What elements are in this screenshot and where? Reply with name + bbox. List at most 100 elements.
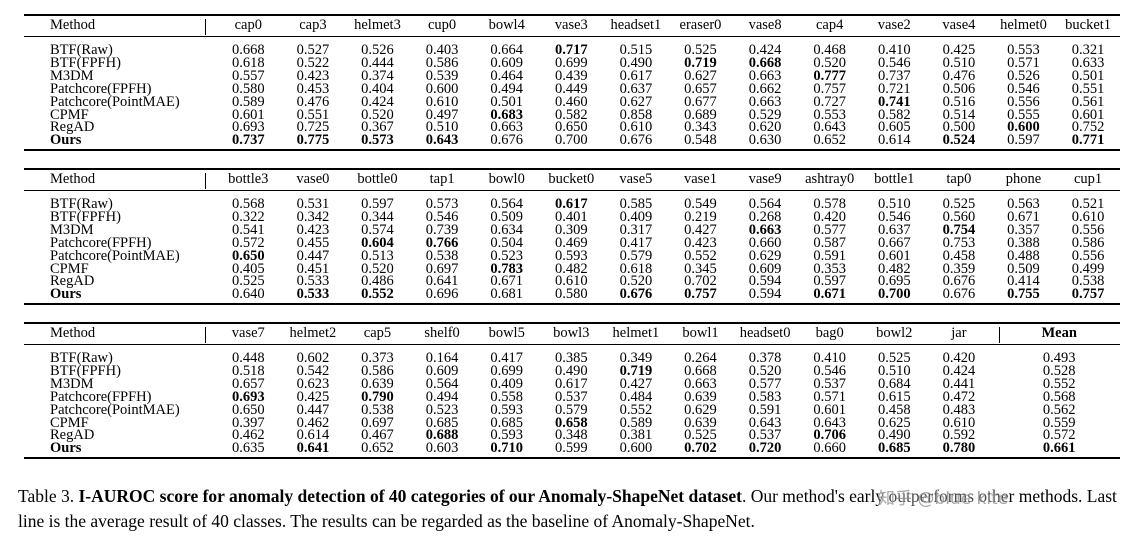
score-cell: 0.634: [490, 221, 523, 238]
score-cell: 0.737: [877, 67, 911, 84]
top-rule: [24, 168, 1120, 170]
score-cell: 0.533: [296, 286, 330, 303]
score-cell: 0.520: [748, 362, 782, 379]
score-cell: 0.556: [1007, 93, 1040, 110]
score-cell: 0.600: [619, 440, 653, 457]
score-cell: 0.317: [619, 221, 653, 238]
column-header: headset0: [739, 325, 791, 341]
score-cell: 0.582: [554, 106, 588, 123]
column-header: vase7: [231, 325, 265, 341]
score-cell: 0.458: [877, 401, 911, 418]
table-caption: Table 3. I-AUROC score for anomaly detec…: [18, 484, 1138, 534]
score-cell: 0.602: [296, 350, 330, 366]
score-cell: 0.685: [877, 440, 911, 457]
score-cell: 0.783: [490, 260, 523, 277]
score-cell: 0.268: [748, 208, 782, 225]
score-cell: 0.520: [619, 273, 653, 290]
score-cell: 0.697: [361, 414, 394, 431]
method-name: M3DM: [50, 67, 94, 84]
score-cell: 0.597: [361, 196, 394, 212]
column-header: vase2: [877, 17, 911, 33]
score-cell: 0.685: [425, 414, 459, 431]
score-cell: 0.552: [619, 401, 653, 418]
score-cell: 0.643: [813, 414, 846, 431]
score-cell: 0.609: [748, 260, 782, 277]
score-cell: 0.683: [490, 106, 523, 123]
score-cell: 0.676: [942, 273, 976, 290]
score-cell: 0.513: [361, 247, 394, 264]
score-cell: 0.601: [877, 247, 911, 264]
score-cell: 0.573: [425, 196, 459, 212]
score-cell: 0.640: [231, 286, 265, 303]
score-cell: 0.344: [361, 208, 394, 225]
score-cell: 0.546: [877, 208, 911, 225]
score-cell: 0.397: [231, 414, 265, 431]
score-cell: 0.586: [425, 54, 459, 71]
score-cell: 0.780: [942, 440, 976, 457]
score-cell: 0.164: [425, 350, 459, 366]
column-header: vase1: [683, 171, 717, 187]
score-cell: 0.668: [684, 362, 717, 379]
bottom-rule: [24, 149, 1120, 152]
score-cell: 0.449: [554, 80, 588, 97]
score-cell: 0.553: [813, 106, 846, 123]
score-cell: 0.548: [684, 132, 717, 149]
score-cell: 0.578: [813, 196, 846, 212]
score-cell: 0.685: [490, 414, 523, 431]
score-cell: 0.520: [361, 106, 394, 123]
column-separator: [205, 173, 206, 189]
score-cell: 0.423: [296, 67, 330, 84]
table-row: Patchcore(FPFH) 0.580 0.453 0.404 0.600 0.494…: [24, 80, 1120, 97]
table-block-3: Method vase7 helmet2 cap5 shelf0 bowl5 bowl3 he…: [24, 322, 1120, 472]
method-name: RegAD: [50, 273, 95, 290]
score-cell: 0.500: [942, 119, 976, 136]
top-rule: [24, 322, 1120, 324]
score-cell: 0.467: [361, 427, 394, 444]
table-row: BTF(FPFH) 0.618 0.522 0.444 0.586 0.609 0.699 0…: [24, 54, 1120, 71]
top-rule: [24, 14, 1120, 16]
column-separator: [205, 327, 206, 343]
score-cell: 0.349: [619, 350, 653, 366]
table-row: BTF(FPFH) 0.518 0.542 0.586 0.609 0.699 0.490 0…: [24, 362, 1120, 379]
score-cell: 0.609: [490, 54, 523, 71]
score-cell: 0.601: [231, 106, 265, 123]
score-cell: 0.546: [877, 54, 911, 71]
score-cell: 0.637: [619, 80, 653, 97]
score-cell: 0.521: [1071, 196, 1105, 212]
column-header: bottle1: [874, 171, 915, 187]
score-cell: 0.737: [231, 132, 265, 149]
score-cell: 0.409: [490, 375, 523, 392]
score-cell: 0.410: [877, 42, 911, 58]
table-block-2: Method bottle3 vase0 bottle0 tap1 bowl0 bucket…: [24, 168, 1120, 318]
score-cell: 0.699: [490, 362, 523, 379]
score-cell: 0.660: [748, 234, 782, 251]
score-cell: 0.618: [619, 260, 653, 277]
score-cell: 0.342: [296, 208, 330, 225]
method-name: Patchcore(PointMAE): [50, 401, 180, 418]
score-cell: 0.551: [296, 106, 330, 123]
score-cell: 0.401: [554, 208, 588, 225]
score-cell: 0.741: [877, 93, 911, 110]
table-row: Patchcore(FPFH) 0.572 0.455 0.604 0.766 0.504…: [24, 234, 1120, 251]
score-cell: 0.476: [942, 67, 976, 84]
score-cell: 0.541: [231, 221, 265, 238]
score-cell: 0.777: [813, 67, 846, 84]
score-cell: 0.641: [425, 273, 459, 290]
score-cell: 0.663: [684, 375, 717, 392]
score-cell: 0.617: [619, 67, 653, 84]
score-cell: 0.525: [942, 196, 976, 212]
score-cell: 0.515: [619, 42, 653, 58]
column-header: bottle3: [228, 171, 269, 187]
score-cell: 0.663: [748, 93, 782, 110]
score-cell: 0.775: [296, 132, 330, 149]
mean-cell: 0.568: [1042, 388, 1076, 405]
score-cell: 0.357: [1007, 221, 1040, 238]
score-cell: 0.617: [554, 196, 588, 212]
method-name: RegAD: [50, 119, 95, 136]
score-cell: 0.635: [231, 440, 265, 457]
column-header: bowl2: [876, 325, 913, 341]
score-cell: 0.322: [231, 208, 265, 225]
score-cell: 0.754: [942, 221, 976, 238]
score-cell: 0.484: [619, 388, 653, 405]
score-cell: 0.630: [748, 132, 782, 149]
